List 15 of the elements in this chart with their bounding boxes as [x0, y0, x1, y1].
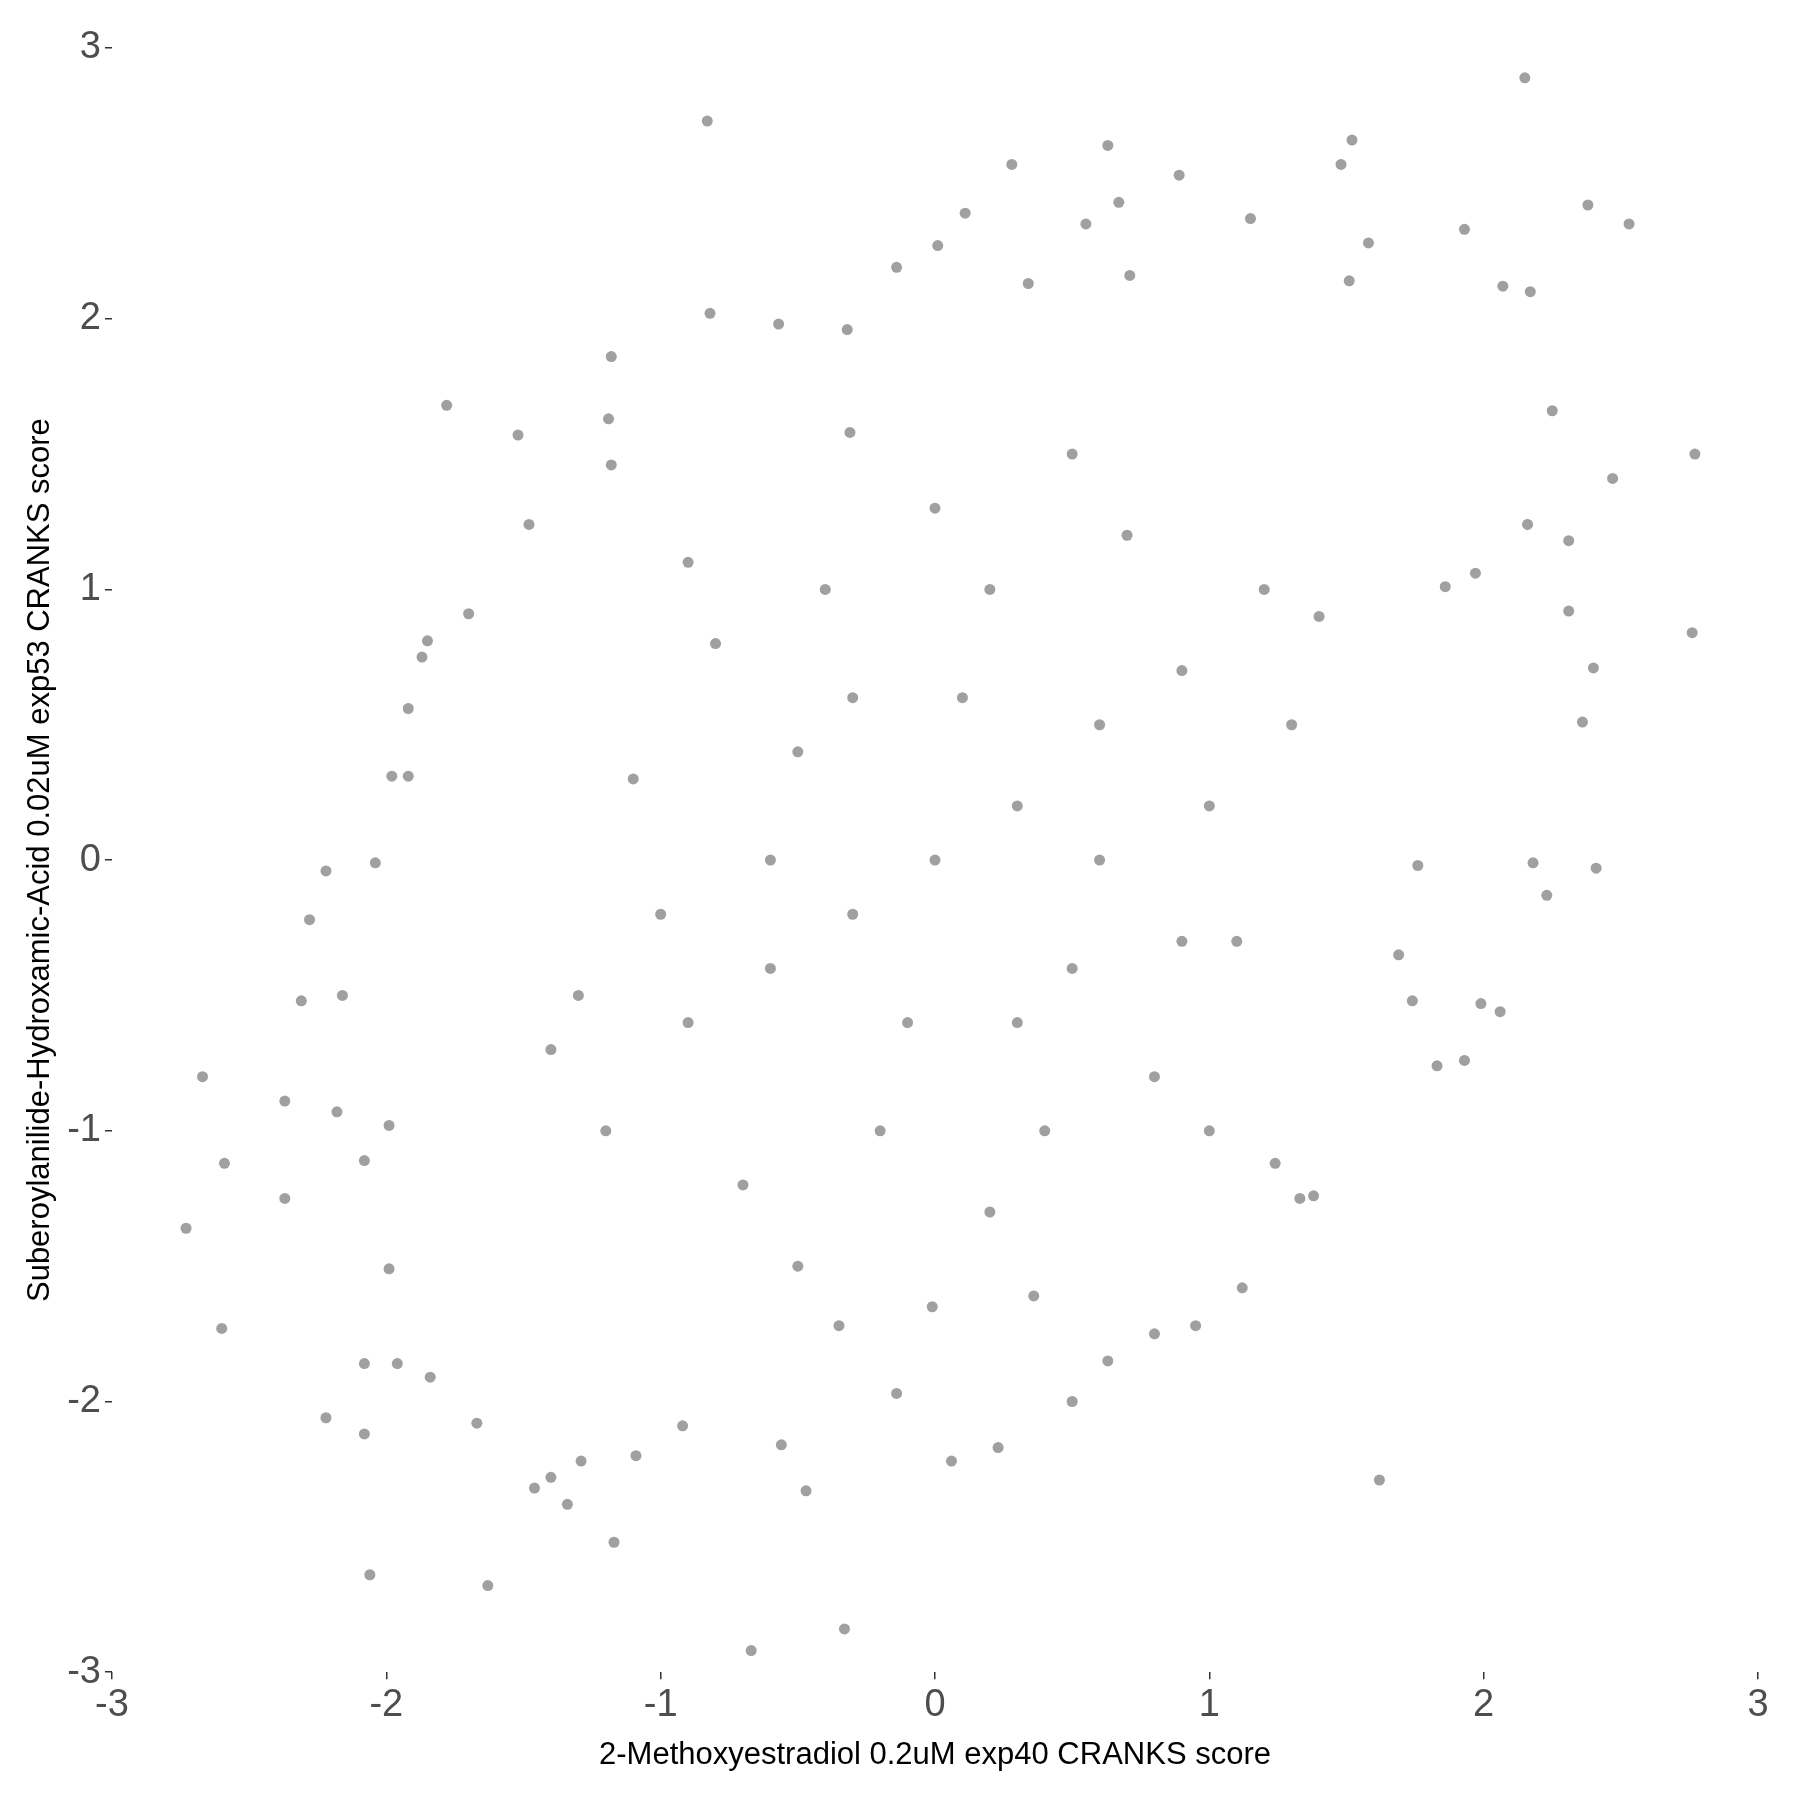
x-tick-label: 3	[1747, 1682, 1769, 1725]
y-tick-label: 3	[79, 24, 101, 67]
x-tick-label: -2	[369, 1682, 404, 1725]
y-tick-label: -3	[67, 1648, 101, 1691]
y-tick-label: -2	[67, 1377, 101, 1420]
y-tick-label: 2	[79, 295, 101, 338]
x-tick-label: 2	[1473, 1682, 1495, 1725]
x-tick-label: 1	[1198, 1682, 1220, 1725]
x-axis-title: 2-Methoxyestradiol 0.2uM exp40 CRANKS score	[599, 1735, 1271, 1771]
x-tick-label: -1	[643, 1682, 678, 1725]
y-tick-label: 1	[79, 565, 101, 608]
y-tick-label: 0	[79, 836, 101, 879]
y-axis-title: Suberoylanilide-Hydroxamic-Acid 0.02uM exp53 CRANKS score	[21, 418, 57, 1303]
y-tick-label: -1	[67, 1107, 101, 1150]
x-tick-label: 0	[924, 1682, 946, 1725]
